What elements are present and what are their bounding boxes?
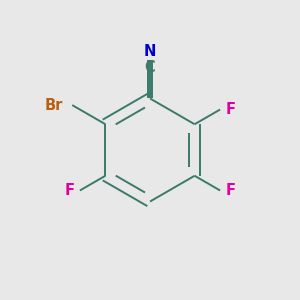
Text: N: N [144,44,156,59]
Text: Br: Br [45,98,63,112]
Text: F: F [64,183,75,198]
Text: F: F [225,102,236,117]
Text: C: C [145,60,155,75]
Text: F: F [225,183,236,198]
